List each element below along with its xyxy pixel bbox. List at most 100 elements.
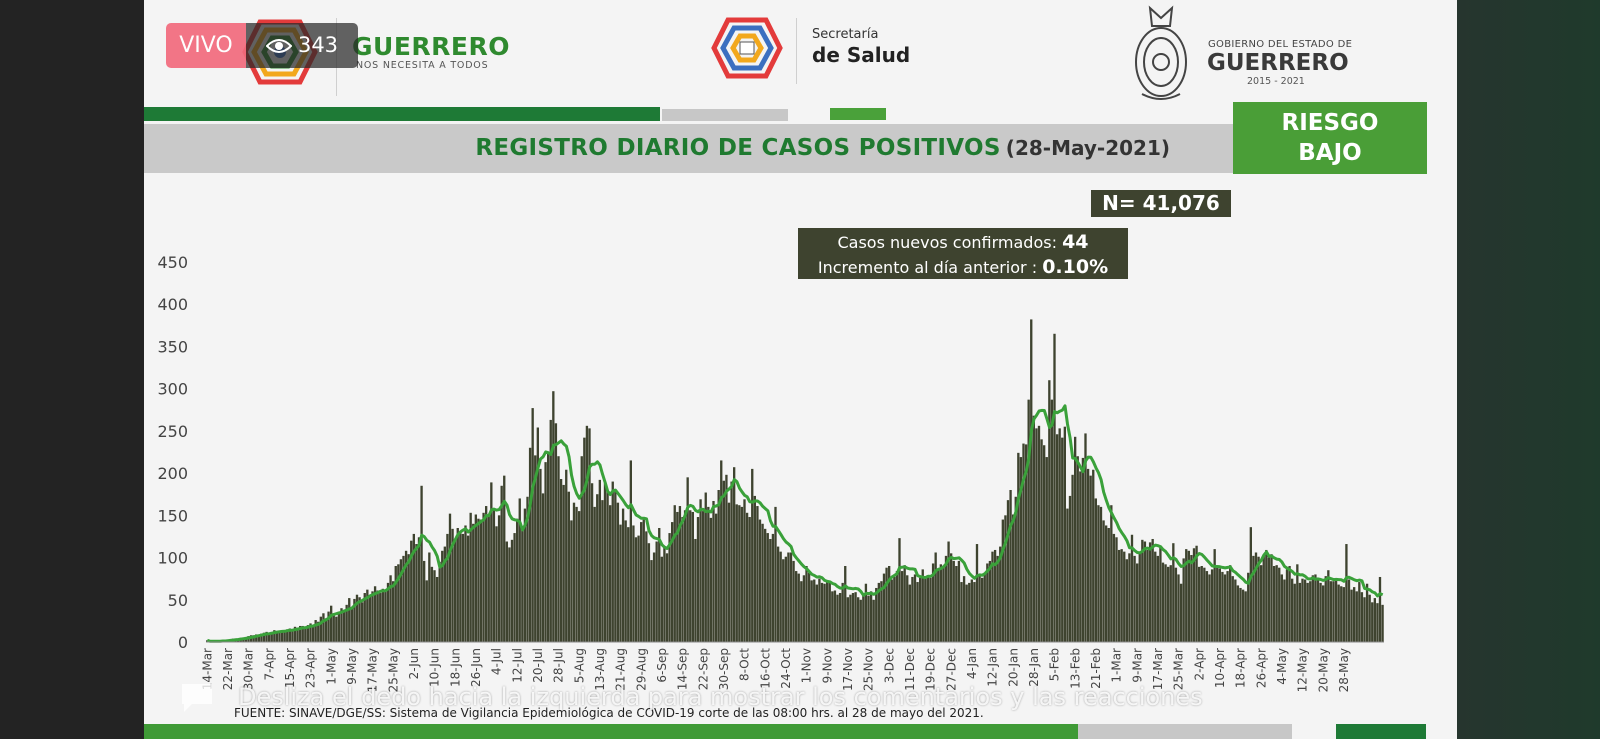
- bar: [888, 566, 891, 642]
- bar: [981, 577, 984, 642]
- bar: [492, 509, 496, 642]
- bar: [743, 499, 746, 642]
- bar: [836, 594, 839, 642]
- bar: [919, 577, 922, 642]
- bar: [991, 551, 994, 642]
- bar: [1226, 571, 1229, 642]
- bar: [1066, 508, 1069, 642]
- bar: [823, 583, 826, 642]
- bar: [1071, 474, 1074, 642]
- bar: [748, 517, 751, 642]
- bar: [554, 423, 558, 642]
- bar: [1055, 434, 1059, 642]
- y-tick-label: 50: [168, 591, 188, 610]
- bar: [1378, 576, 1382, 642]
- bar: [784, 556, 787, 642]
- bar: [1022, 443, 1025, 642]
- bar: [849, 594, 852, 642]
- bar: [371, 591, 374, 642]
- x-tick-label: 26-Apr: [1254, 648, 1268, 688]
- x-tick-label: 1-May: [324, 648, 338, 685]
- total-cases-badge: N= 41,076: [1091, 190, 1231, 217]
- bar: [441, 550, 444, 642]
- bar: [1303, 579, 1307, 642]
- bar: [1110, 505, 1113, 642]
- bar: [337, 611, 341, 642]
- bar: [629, 460, 632, 642]
- bar: [1223, 574, 1227, 642]
- bar: [1376, 603, 1379, 642]
- bar: [614, 489, 617, 642]
- x-tick-label: 5-Feb: [1048, 648, 1062, 681]
- bar: [474, 514, 477, 642]
- bar: [500, 485, 503, 642]
- bar: [789, 552, 793, 642]
- bar: [813, 579, 816, 642]
- bar: [1205, 571, 1209, 642]
- bar: [402, 555, 405, 642]
- bar: [1172, 543, 1175, 642]
- bar: [1350, 589, 1353, 642]
- bar: [624, 520, 627, 642]
- bar: [900, 571, 904, 642]
- bar: [1247, 572, 1250, 642]
- bar: [1324, 576, 1327, 642]
- bar: [1342, 587, 1345, 642]
- bar: [1236, 585, 1240, 642]
- bar: [890, 579, 893, 642]
- bar: [1030, 319, 1033, 642]
- bar: [761, 523, 764, 642]
- bar: [601, 500, 604, 642]
- bar: [603, 483, 607, 642]
- bar: [1035, 428, 1038, 642]
- bar: [1309, 581, 1312, 642]
- bar: [1360, 592, 1364, 642]
- bar: [425, 580, 428, 642]
- bar: [1053, 333, 1056, 642]
- x-tick-label: 28-May: [1337, 648, 1351, 692]
- x-tick-label: 14-Sep: [676, 648, 690, 690]
- bar: [1283, 579, 1286, 642]
- bar: [552, 391, 555, 642]
- bar: [632, 525, 635, 642]
- bar: [1089, 475, 1092, 642]
- bar: [332, 613, 335, 642]
- bar: [513, 533, 516, 642]
- bar: [1061, 437, 1064, 642]
- bar: [1045, 457, 1048, 642]
- bar: [1270, 554, 1273, 642]
- bar: [516, 518, 519, 642]
- bar: [712, 500, 715, 642]
- bar: [335, 616, 338, 642]
- bar: [1291, 578, 1294, 642]
- bar: [299, 625, 302, 642]
- bar: [572, 502, 576, 642]
- bar: [771, 533, 775, 642]
- bar: [340, 608, 343, 642]
- bar: [691, 511, 694, 642]
- bar: [818, 578, 821, 642]
- bar: [952, 560, 955, 642]
- bar: [704, 492, 707, 642]
- daily-cases-chart: 0 50 100 150 200 250 300 350 400 450 14-Mar 22-Mar 3…: [157, 253, 1384, 692]
- bar: [319, 616, 322, 642]
- bar: [265, 631, 268, 642]
- bar: [1267, 557, 1271, 642]
- bar: [420, 485, 423, 642]
- bar: [1221, 571, 1224, 642]
- bar: [880, 581, 883, 642]
- bar: [978, 575, 981, 642]
- bar: [619, 524, 622, 642]
- bar: [1105, 525, 1108, 642]
- bar: [296, 627, 299, 642]
- x-tick-label: 25-Nov: [862, 648, 876, 691]
- bar: [882, 573, 886, 642]
- chat-bubble-icon[interactable]: [178, 678, 216, 716]
- bar: [487, 514, 490, 642]
- bar: [1306, 582, 1309, 642]
- bar: [433, 570, 436, 642]
- viewer-count: 343: [246, 23, 358, 68]
- x-tick-label: 5-Aug: [572, 648, 586, 683]
- x-tick-label: 10-Jun: [428, 648, 442, 687]
- bar: [415, 544, 418, 642]
